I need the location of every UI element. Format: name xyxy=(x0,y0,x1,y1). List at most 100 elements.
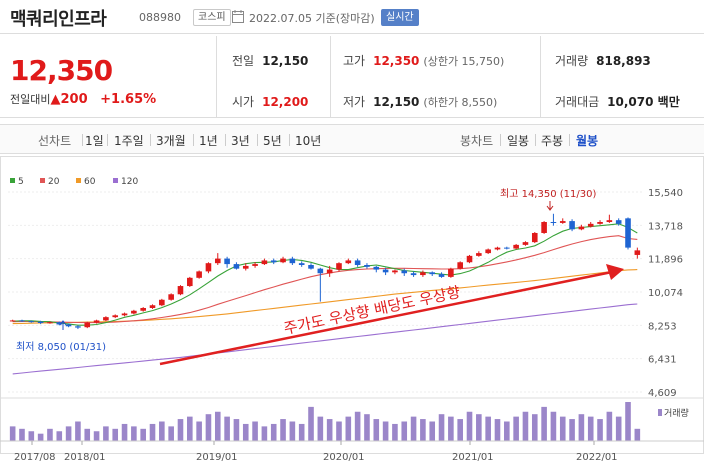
candle-body xyxy=(317,268,324,274)
legend-swatch xyxy=(10,178,15,183)
volume-bar xyxy=(47,428,53,441)
change-label: 전일대비 xyxy=(10,93,51,106)
candle-body xyxy=(308,265,314,269)
candle-body xyxy=(429,272,436,275)
chart-period-tabs: 선차트 1일 1주일 3개월 1년 3년 5년 10년 봉차트 일봉 주봉 월봉 xyxy=(0,124,704,154)
volume-bar xyxy=(606,411,613,441)
candle-body xyxy=(494,247,501,250)
legend-swatch xyxy=(113,178,118,183)
legend-swatch xyxy=(76,178,81,183)
stock-chart: 5 20 60 120 15,540 13,718 11,896 10,074 8,253 6,4… xyxy=(0,156,704,463)
low-label: 최저 8,050 (01/31) xyxy=(16,341,106,353)
candle-body xyxy=(261,260,268,265)
volume-bar xyxy=(37,433,44,441)
calendar-icon xyxy=(232,10,244,23)
tab-separator xyxy=(225,134,226,146)
legend-label: 120 xyxy=(121,177,138,187)
volume-bar xyxy=(56,431,63,441)
volume-bar xyxy=(289,421,296,441)
realtime-button[interactable]: 실시간 xyxy=(381,9,419,26)
tab-1week[interactable]: 1주일 xyxy=(114,134,144,148)
volume-bar xyxy=(504,421,510,441)
tab-weekly[interactable]: 주봉 xyxy=(541,134,564,148)
volume-bar xyxy=(345,416,352,441)
stat-amount: 거래대금 10,070 백만 xyxy=(555,95,680,109)
x-tick-label: 2021/01 xyxy=(452,452,494,463)
volume-bar xyxy=(159,421,165,441)
volume-bar xyxy=(513,416,519,441)
tab-1day[interactable]: 1일 xyxy=(85,134,104,148)
candle-body xyxy=(159,299,165,306)
change-percent: +1.65% xyxy=(100,92,157,107)
y-tick-label: 13,718 xyxy=(648,221,683,232)
candle-body xyxy=(410,273,417,276)
volume-bar xyxy=(587,416,594,441)
volume-bar xyxy=(93,431,100,441)
candle-body xyxy=(587,223,594,227)
candle-body xyxy=(504,247,510,249)
tab-daily[interactable]: 일봉 xyxy=(507,134,530,148)
tab-separator xyxy=(257,134,258,146)
candle-body xyxy=(373,266,380,270)
volume-bar xyxy=(75,421,81,441)
volume-bar xyxy=(485,416,491,441)
candle-body xyxy=(131,310,137,314)
volume-bar xyxy=(205,414,212,441)
tab-separator xyxy=(500,134,501,146)
volume-bar xyxy=(354,411,361,441)
volume-bar xyxy=(214,411,221,441)
volume-bar xyxy=(19,428,25,441)
volume-bar xyxy=(270,423,277,441)
price-change: 전일대비▲200 +1.65% xyxy=(10,91,156,107)
tab-10year[interactable]: 10년 xyxy=(295,134,322,148)
candle-body xyxy=(112,315,119,318)
stock-name: 맥쿼리인프라 xyxy=(10,9,107,30)
candle-body xyxy=(224,258,230,265)
candle-body xyxy=(597,222,603,224)
candle-body xyxy=(420,272,426,276)
volume-bar xyxy=(298,423,305,441)
tab-monthly[interactable]: 월봉 xyxy=(576,134,599,148)
candle-body xyxy=(522,242,529,245)
volume-bar xyxy=(187,416,193,441)
volume-bar xyxy=(103,426,109,441)
volume-bar xyxy=(326,419,333,441)
volume-bar xyxy=(541,406,547,441)
volume-bar xyxy=(597,419,603,441)
candle-body xyxy=(75,326,81,328)
stat-high: 고가 12,350 (상한가 15,750) xyxy=(343,54,505,68)
ma20-line xyxy=(12,235,638,324)
volume-legend-label: 거래량 xyxy=(664,407,689,419)
volume-bar xyxy=(448,416,454,441)
candle-body xyxy=(513,244,519,249)
tab-1year[interactable]: 1년 xyxy=(199,134,218,148)
volume-bar xyxy=(364,414,370,441)
volume-bar xyxy=(634,428,641,441)
volume-bar xyxy=(261,426,268,441)
candle-body xyxy=(615,220,622,224)
stock-header: 맥쿼리인프라 088980 코스피 2022.07.05 기준(장마감) 실시간 xyxy=(0,0,704,34)
y-tick-label: 10,074 xyxy=(648,288,683,299)
change-value: 200 xyxy=(60,92,88,107)
candle-body xyxy=(625,218,631,248)
volume-bar xyxy=(373,419,380,441)
volume-bar xyxy=(252,421,258,441)
candle-body xyxy=(578,226,585,230)
candle-body xyxy=(37,321,44,324)
candle-body xyxy=(168,294,174,300)
candle-body xyxy=(392,270,398,273)
x-tick-label: 2020/01 xyxy=(323,452,365,463)
candle-body xyxy=(559,221,566,223)
legend-swatch xyxy=(40,178,45,183)
volume-bar xyxy=(177,419,184,441)
volume-bar xyxy=(578,414,585,441)
candle-body xyxy=(326,269,333,274)
tab-3month[interactable]: 3개월 xyxy=(156,134,186,148)
candle-body xyxy=(448,268,454,277)
volume-bar xyxy=(410,416,417,441)
candle-body xyxy=(270,260,277,263)
candle-body xyxy=(28,321,35,323)
volume-bar xyxy=(336,421,342,441)
tab-5year[interactable]: 5년 xyxy=(263,134,282,148)
tab-3year[interactable]: 3년 xyxy=(231,134,250,148)
